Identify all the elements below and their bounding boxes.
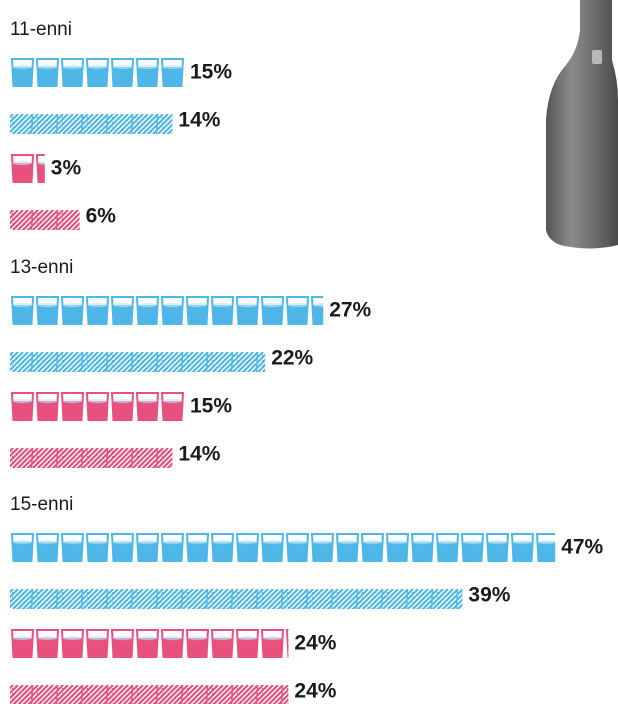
glass-bar xyxy=(10,342,265,374)
glass-bar xyxy=(10,200,80,232)
glass-bar xyxy=(10,675,288,704)
glass-bar xyxy=(10,438,172,470)
value-label: 14% xyxy=(178,443,220,466)
value-label: 39% xyxy=(468,584,510,607)
value-label: 14% xyxy=(178,109,220,132)
group-label: 13-enni xyxy=(10,257,73,278)
glass-bar xyxy=(10,390,184,422)
value-label: 47% xyxy=(561,536,603,559)
glass-bar xyxy=(10,104,172,136)
value-label: 24% xyxy=(294,680,336,703)
glass-bar xyxy=(10,579,462,611)
glass-bar xyxy=(10,152,45,184)
bottle xyxy=(546,0,618,249)
glass-bar xyxy=(10,627,288,659)
group-label: 15-enni xyxy=(10,494,73,515)
value-label: 15% xyxy=(190,395,232,418)
glass-bar xyxy=(10,531,555,563)
value-label: 27% xyxy=(329,299,371,322)
group-label: 11-enni xyxy=(10,19,72,40)
value-label: 24% xyxy=(294,632,336,655)
value-label: 15% xyxy=(190,61,232,84)
value-label: 22% xyxy=(271,347,313,370)
chart: 11-enni 15% 14% 3% 6% 13-enni 27% 22% 15% 14% 15-e… xyxy=(0,0,618,704)
value-label: 3% xyxy=(51,157,82,180)
glass-bar xyxy=(10,294,323,326)
value-label: 6% xyxy=(86,205,117,228)
glass-bar xyxy=(10,56,184,88)
